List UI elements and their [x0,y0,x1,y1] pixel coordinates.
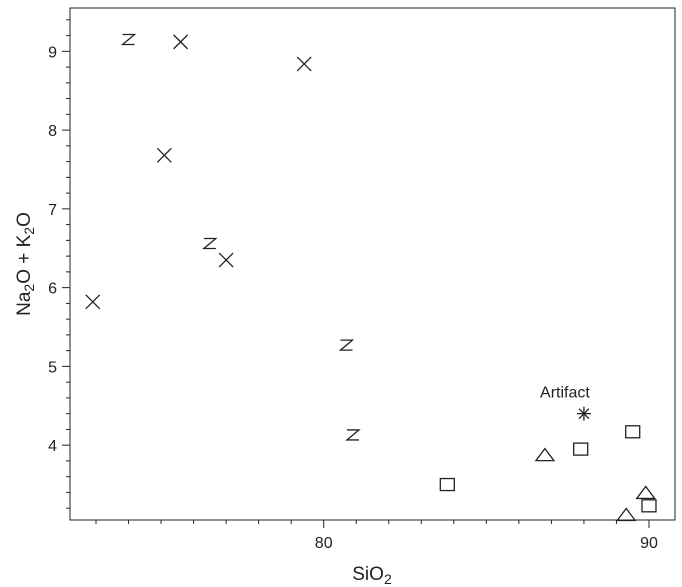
x-marker [296,56,312,72]
square-marker [439,477,455,492]
triangle-marker [635,485,657,500]
square-marker [625,425,641,439]
triangle-marker [615,507,637,522]
square-marker [573,442,589,456]
tick-labels: 4 5 6 7 8 9 80 90 [48,44,658,552]
asterisk-marker [576,406,591,421]
y-axis-title: Na2O + K2O [14,212,37,316]
y-tick-label: 5 [48,359,57,376]
plot-frame [69,7,676,521]
y-tick-label: 4 [48,438,57,455]
axis-ticks [62,19,650,528]
z-marker [120,33,137,46]
y-tick-label: 8 [48,123,57,140]
y-tick-label: 9 [48,44,57,61]
data-points [85,33,657,522]
y-tick-label: 6 [48,281,57,298]
x-tick-label: 80 [315,535,333,552]
z-marker [338,339,355,351]
z-marker [202,237,218,250]
annotations: Artifact [540,385,590,402]
square-marker [641,499,657,513]
x-tick-label: 90 [640,535,658,552]
z-marker [345,429,361,441]
triangle-marker [534,447,556,462]
y-tick-label: 7 [48,202,57,219]
x-marker [85,294,101,310]
x-marker [218,252,234,268]
annotation-label: Artifact [540,385,590,402]
x-marker [156,147,172,163]
x-marker [173,34,189,50]
x-axis-title: SiO2 [352,564,392,587]
